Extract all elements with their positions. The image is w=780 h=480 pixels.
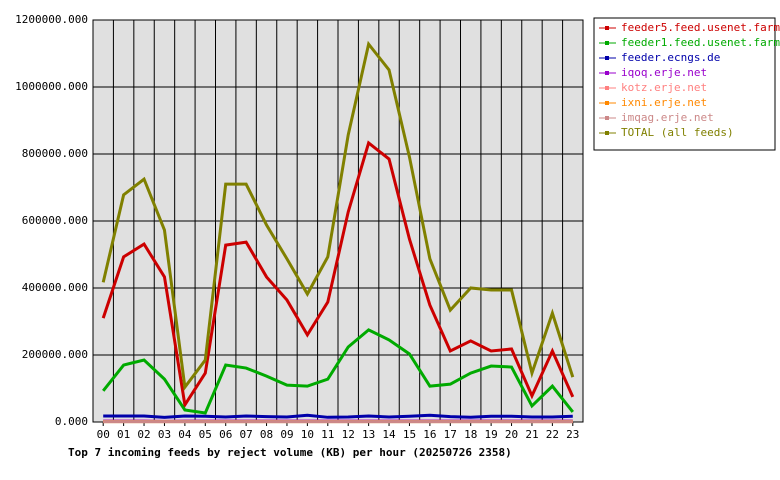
series-line [101,140,575,410]
legend-box [593,17,776,151]
x-tick-label: 11 [321,428,334,441]
legend-marker [605,101,609,105]
x-tick-label: 09 [280,428,293,441]
x-tick-label: 21 [525,428,538,441]
x-tick-label: 17 [444,428,457,441]
legend-label: feeder1.feed.usenet.farm [621,36,780,49]
x-tick-label: 18 [464,428,477,441]
legend-marker [605,131,609,135]
x-tick-label: 19 [485,428,498,441]
legend-label: iqoq.erje.net [621,66,707,79]
legend-marker [605,41,609,45]
legend-label: ixni.erje.net [621,96,707,109]
x-tick-label: 12 [342,428,355,441]
legend-label: TOTAL (all feeds) [621,126,734,139]
x-tick-label: 23 [566,428,579,441]
series-line [103,413,573,419]
chart-title: Top 7 incoming feeds by reject volume (K… [68,446,512,459]
x-tick-label: 15 [403,428,416,441]
y-tick-label: 800000.000 [22,147,88,160]
x-tick-label: 05 [199,428,212,441]
legend: feeder5.feed.usenet.farm feeder1.feed.use… [593,17,780,151]
x-tick-label: 00 [97,428,110,441]
x-tick-label: 01 [117,428,130,441]
y-tick-label: 0.000 [55,415,88,428]
x-tick-label: 04 [178,428,192,441]
series-line [102,328,574,415]
y-tick-label: 400000.000 [22,281,88,294]
y-tick-label: 200000.000 [22,348,88,361]
legend-label: feeder.ecngs.de [621,51,720,64]
x-tick-label: 03 [158,428,171,441]
x-tick-label: 07 [240,428,253,441]
x-tick-label: 08 [260,428,273,441]
legend-marker [605,26,609,30]
x-tick-label: 14 [382,428,396,441]
legend-marker [605,56,609,60]
y-tick-label: 600000.000 [22,214,88,227]
legend-label: feeder5.feed.usenet.farm [621,21,780,34]
legend-marker [605,86,609,90]
x-tick-label: 10 [301,428,314,441]
x-tick-label: 13 [362,428,375,441]
y-tick-label: 1000000.000 [15,80,88,93]
legend-label: imqag.erje.net [621,111,714,124]
y-tick-label: 1200000.000 [15,13,88,26]
legend-label: kotz.erje.net [621,81,707,94]
series-line [101,40,575,392]
x-tick-label: 20 [505,428,518,441]
x-tick-label: 06 [219,428,232,441]
x-tick-label: 22 [546,428,559,441]
legend-marker [605,71,609,75]
legend-marker [605,116,609,120]
x-tick-label: 16 [423,428,436,441]
x-tick-label: 02 [137,428,150,441]
